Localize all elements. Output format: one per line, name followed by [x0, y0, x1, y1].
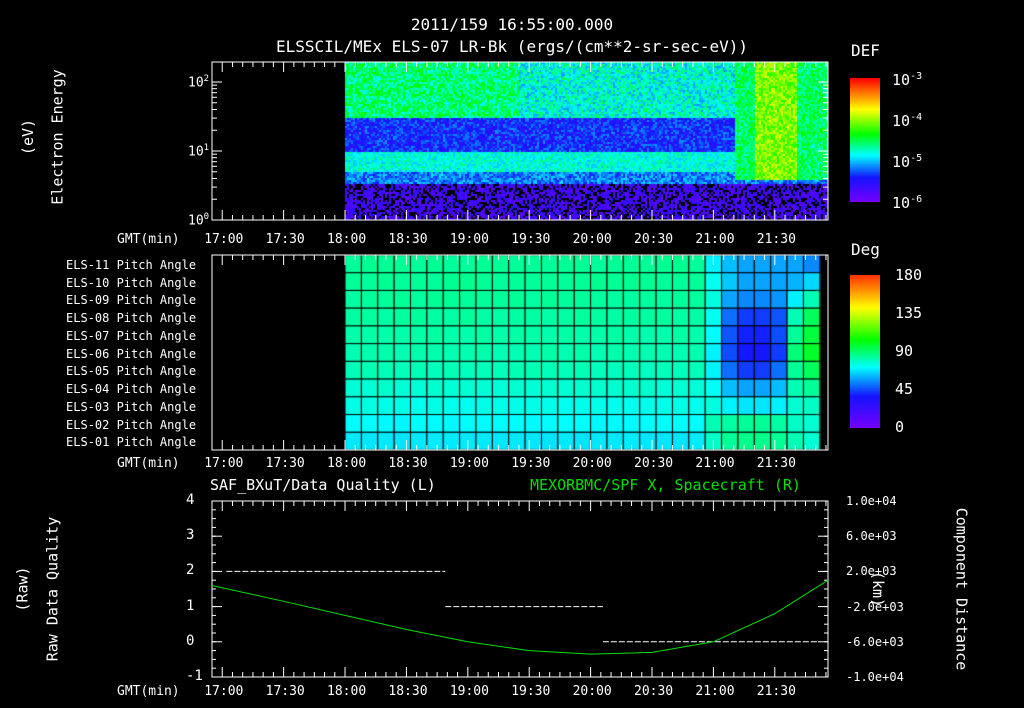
x-tick-label: 17:30 — [265, 456, 305, 471]
colorbar-tick-label: 10-5 — [892, 153, 923, 171]
x-tick-label: 18:30 — [388, 232, 428, 247]
x-tick-label: 17:30 — [265, 232, 305, 247]
left-y-tick-label: 2 — [186, 562, 195, 579]
x-tick-label: 21:00 — [695, 232, 735, 247]
x-tick-label: 21:30 — [756, 232, 796, 247]
x-tick-label: 19:30 — [511, 232, 551, 247]
deg-colorbar-label: Deg — [851, 240, 880, 259]
plot-frame-1 — [211, 254, 829, 451]
row-label-els-05: ELS-05 Pitch Angle — [66, 364, 197, 379]
y-tick-label: 102 — [188, 74, 210, 91]
x-tick-label: 20:30 — [634, 684, 674, 699]
spectrogram-image — [212, 62, 828, 220]
y-tick-label: 100 — [188, 212, 210, 229]
x-tick-label: 20:00 — [572, 684, 612, 699]
x-tick-label: 21:30 — [756, 684, 796, 699]
x-tick-label: 20:00 — [572, 456, 612, 471]
pitch-angle-image — [212, 255, 828, 450]
x-tick-label: 19:30 — [511, 684, 551, 699]
y-axis-label: Electron Energy — [48, 69, 67, 205]
row-label-els-02: ELS-02 Pitch Angle — [66, 417, 197, 432]
left-y-tick-label: 3 — [186, 527, 195, 544]
x-tick-label: 21:00 — [695, 684, 735, 699]
deg-colorbar-tick: 45 — [895, 380, 914, 398]
x-tick-label: 17:30 — [265, 684, 305, 699]
row-label-els-09: ELS-09 Pitch Angle — [66, 293, 197, 308]
row-label-els-01: ELS-01 Pitch Angle — [66, 435, 197, 450]
x-tick-label: 18:00 — [327, 684, 367, 699]
right-series-title: MEXORBMC/SPF X, Spacecraft (R) — [530, 476, 801, 494]
deg-colorbar-tick: 90 — [895, 342, 914, 360]
timestamp-title: 2011/159 16:55:00.000 — [410, 15, 614, 34]
right-y-axis-label: Component Distance — [952, 507, 971, 671]
x-tick-label: 18:30 — [388, 684, 428, 699]
right-y-tick-label: 6.0e+03 — [846, 529, 897, 544]
deg-colorbar-tick: 0 — [895, 418, 905, 436]
x-tick-label: 20:00 — [572, 232, 612, 247]
x-axis-label: GMT(min) — [117, 684, 180, 699]
y-tick-label: 101 — [188, 143, 210, 160]
deg-colorbar — [850, 275, 880, 428]
left-y-tick-label: 4 — [186, 492, 195, 508]
x-tick-label: 17:00 — [204, 684, 244, 699]
plot-frame-2 — [211, 500, 829, 678]
right-y-axis-units: (km) — [869, 570, 888, 608]
right-y-tick-label: -6.0e+03 — [846, 634, 904, 649]
x-axis-label: GMT(min) — [117, 456, 180, 471]
x-tick-label: 21:00 — [695, 456, 735, 471]
row-label-els-11: ELS-11 Pitch Angle — [66, 258, 197, 272]
x-tick-label: 20:30 — [634, 232, 674, 247]
x-tick-label: 18:00 — [327, 232, 367, 247]
spf-x-line — [211, 579, 829, 655]
colorbar-tick-label: 10-6 — [892, 194, 923, 212]
left-y-axis-units: (Raw) — [13, 566, 32, 612]
right-y-tick-label: -2.0e+03 — [846, 599, 904, 614]
right-y-tick-label: -1.0e+04 — [846, 670, 904, 684]
colorbar-tick-label: 10-4 — [892, 112, 923, 130]
deg-colorbar-tick: 135 — [895, 304, 923, 322]
x-tick-label: 19:30 — [511, 456, 551, 471]
def-colorbar-label: DEF — [851, 41, 880, 60]
row-label-els-06: ELS-06 Pitch Angle — [66, 346, 197, 361]
deg-colorbar-tick: 180 — [895, 266, 923, 284]
row-label-els-07: ELS-07 Pitch Angle — [66, 328, 197, 343]
colorbar-tick-label: 10-3 — [892, 71, 923, 89]
spectrogram-title: ELSSCIL/MEx ELS-07 LR-Bk (ergs/(cm**2-sr… — [275, 37, 748, 56]
x-tick-label: 21:30 — [756, 456, 796, 471]
x-tick-label: 19:00 — [449, 684, 489, 699]
x-tick-label: 17:00 — [204, 456, 244, 471]
left-y-tick-label: -1 — [186, 668, 203, 684]
x-tick-label: 19:00 — [449, 232, 489, 247]
left-series-title: SAF_BXuT/Data Quality (L) — [210, 476, 436, 494]
left-y-tick-label: 1 — [186, 597, 195, 614]
right-y-tick-label: 1.0e+04 — [846, 494, 897, 508]
x-tick-label: 17:00 — [204, 232, 244, 247]
row-label-els-10: ELS-10 Pitch Angle — [66, 275, 197, 290]
plot-frame-0 — [211, 61, 829, 221]
x-tick-label: 19:00 — [449, 456, 489, 471]
x-tick-label: 20:30 — [634, 456, 674, 471]
def-colorbar — [850, 78, 880, 202]
right-y-tick-label: 2.0e+03 — [846, 564, 897, 579]
x-axis-label: GMT(min) — [117, 232, 180, 247]
x-tick-label: 18:30 — [388, 456, 428, 471]
row-label-els-04: ELS-04 Pitch Angle — [66, 382, 197, 397]
left-y-tick-label: 0 — [186, 632, 195, 649]
y-axis-units: (eV) — [19, 118, 38, 156]
x-tick-label: 18:00 — [327, 456, 367, 471]
left-y-axis-label: Raw Data Quality — [43, 516, 62, 662]
row-label-els-08: ELS-08 Pitch Angle — [66, 311, 197, 326]
row-label-els-03: ELS-03 Pitch Angle — [66, 399, 197, 414]
